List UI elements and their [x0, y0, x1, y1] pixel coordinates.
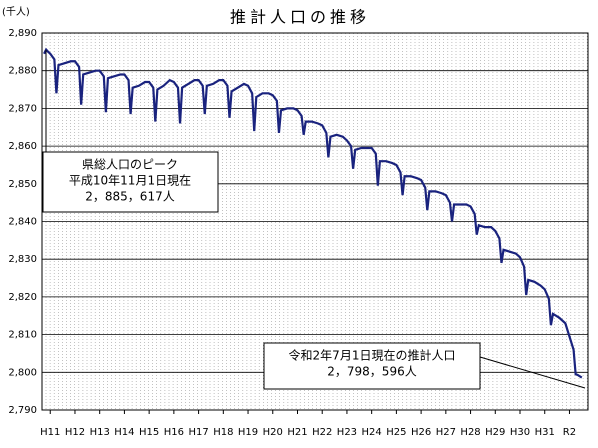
x-tick-label: H20	[263, 427, 283, 438]
x-tick-label: R2	[563, 427, 576, 438]
annotation-box	[42, 151, 219, 213]
x-tick-label: H27	[436, 427, 456, 438]
x-tick-label: H17	[188, 427, 208, 438]
x-tick-label: H30	[510, 427, 530, 438]
x-tick-label: H12	[65, 427, 85, 438]
y-tick-label: 2,870	[8, 103, 37, 114]
x-tick-label: H19	[238, 427, 258, 438]
x-tick-label: H23	[337, 427, 357, 438]
x-tick-label: H16	[164, 427, 184, 438]
annotation-text: 2，885，617人	[85, 190, 174, 204]
x-tick-label: H31	[535, 427, 555, 438]
plot-frame	[41, 32, 589, 411]
series-line	[43, 47, 583, 379]
x-tick-label: H29	[485, 427, 505, 438]
y-tick-label: 2,890	[8, 28, 37, 39]
x-tick-label: H28	[460, 427, 480, 438]
y-tick-label: 2,830	[8, 254, 37, 265]
annotation-text: 県総人口のピーク	[82, 158, 178, 172]
annotation-box	[263, 342, 481, 390]
y-tick-label: 2,790	[8, 405, 37, 416]
x-tick-label: H13	[90, 427, 110, 438]
y-tick-label: 2,860	[8, 141, 37, 152]
x-tick-label: H18	[213, 427, 233, 438]
x-tick-label: H24	[362, 427, 382, 438]
y-tick-label: 2,820	[8, 292, 37, 303]
x-tick-label: H14	[114, 427, 134, 438]
chart-title: 推計人口の推移	[230, 8, 370, 27]
y-tick-label: 2,810	[8, 330, 37, 341]
leader-line	[479, 356, 586, 389]
annotation-text: 2，798，596人	[327, 365, 416, 379]
annotation-text: 令和2年7月1日現在の推計人口	[289, 348, 456, 363]
y-tick-label: 2,840	[8, 217, 37, 228]
x-tick-label: H22	[312, 427, 332, 438]
y-unit: (千人)	[2, 6, 30, 18]
x-tick-label: H15	[139, 427, 159, 438]
x-tick-label: H21	[287, 427, 307, 438]
annotation-text: 平成10年11月1日現在	[69, 174, 191, 188]
y-tick-label: 2,800	[8, 367, 37, 378]
y-tick-label: 2,880	[8, 66, 37, 77]
x-tick-label: H25	[386, 427, 406, 438]
x-tick-label: H11	[40, 427, 60, 438]
x-tick-label: H26	[411, 427, 431, 438]
y-tick-label: 2,850	[8, 179, 37, 190]
